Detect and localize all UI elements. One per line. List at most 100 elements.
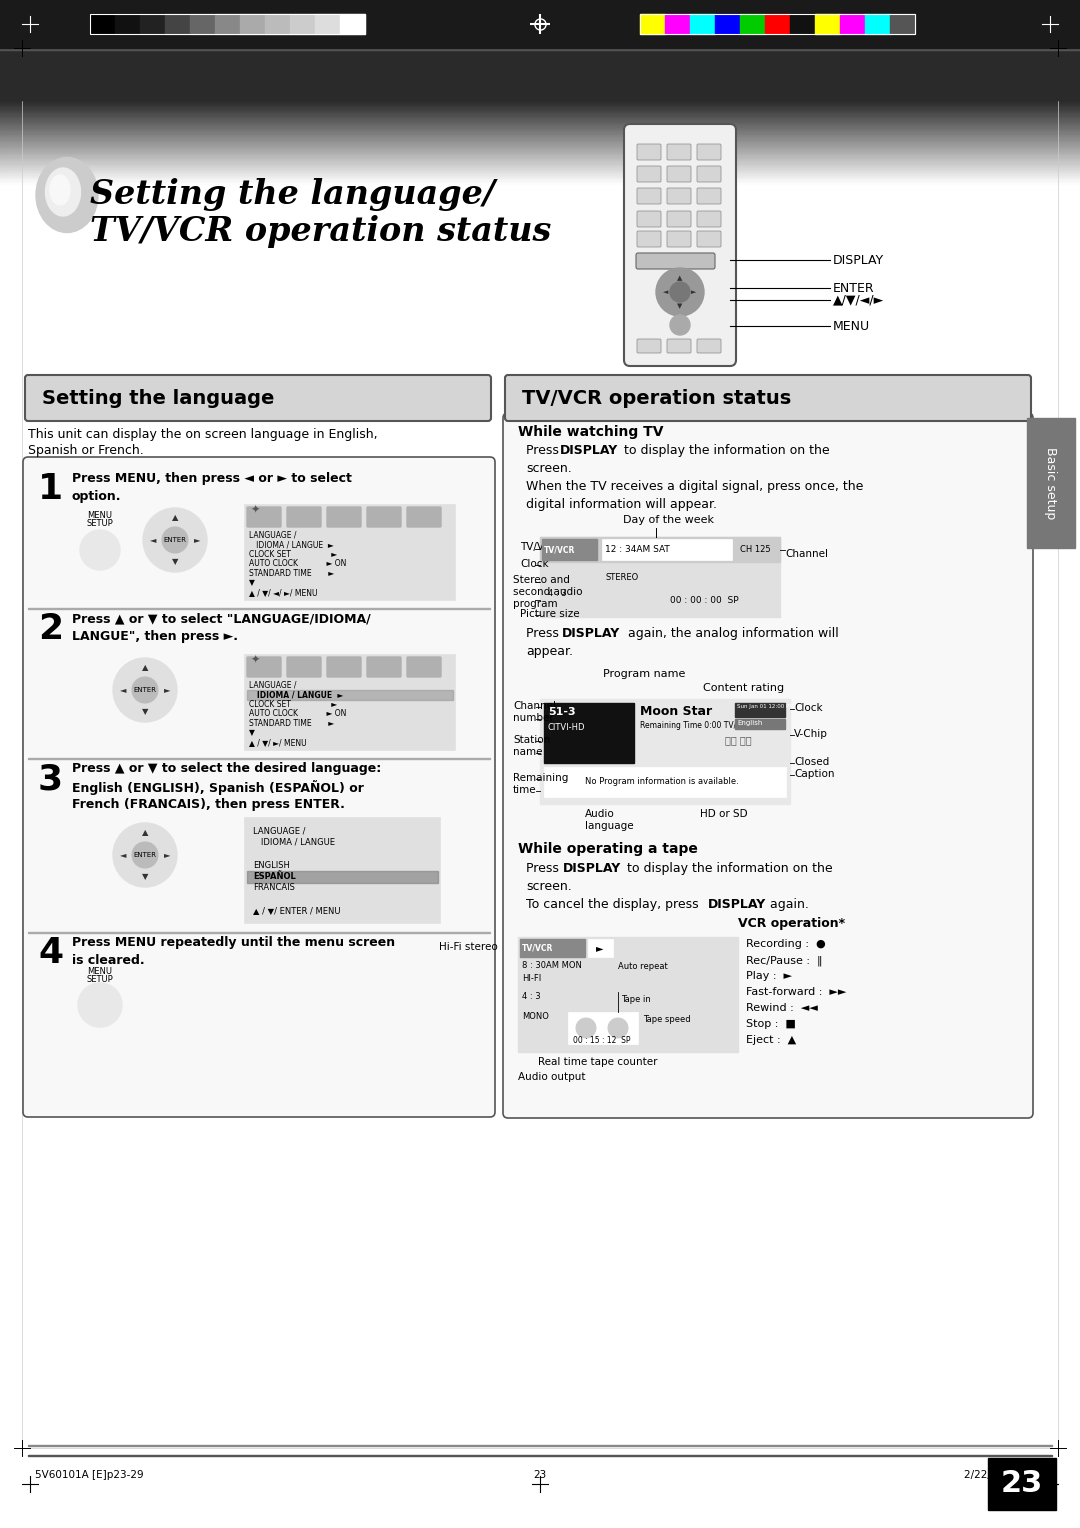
Text: CH 125: CH 125 [740, 545, 771, 555]
Text: language: language [585, 821, 634, 831]
Text: to display the information on the: to display the information on the [620, 445, 829, 457]
Text: Closed: Closed [794, 756, 829, 767]
Bar [340, 14, 365, 34]
Bar [988, 1458, 1056, 1510]
Text: ✦: ✦ [251, 504, 260, 515]
Text: Auto repeat: Auto repeat [618, 963, 667, 970]
Text: Channel: Channel [785, 549, 828, 559]
FancyBboxPatch shape [697, 167, 721, 182]
Text: Setting the language/: Setting the language/ [90, 177, 495, 211]
Bar [165, 14, 190, 34]
Bar [315, 14, 340, 34]
Text: Eject :  ▲: Eject : ▲ [746, 1034, 796, 1045]
FancyBboxPatch shape [327, 507, 361, 527]
Text: Remaining: Remaining [513, 773, 568, 782]
Bar [540, 698, 789, 804]
Text: English: English [737, 720, 762, 726]
Text: CLOCK SET                 ►: CLOCK SET ► [249, 700, 337, 709]
Text: DISPLAY: DISPLAY [562, 626, 620, 640]
Bar [640, 14, 915, 34]
Bar [0, 0, 1080, 47]
Text: ◄: ◄ [663, 289, 669, 295]
Text: ►: ► [691, 289, 697, 295]
Ellipse shape [45, 168, 81, 215]
Text: Stereo and: Stereo and [513, 575, 570, 585]
Text: again, the analog information will: again, the analog information will [624, 626, 839, 640]
Text: Clock: Clock [794, 703, 823, 714]
Text: AUTO CLOCK            ► ON: AUTO CLOCK ► ON [249, 709, 347, 718]
Text: DISPLAY: DISPLAY [833, 254, 885, 266]
Text: IDIOMA / LANGUE  ►: IDIOMA / LANGUE ► [249, 541, 334, 550]
Circle shape [162, 527, 188, 553]
Text: Press MENU repeatedly until the menu screen: Press MENU repeatedly until the menu scr… [72, 937, 395, 949]
Text: TV/VCR: TV/VCR [519, 542, 558, 552]
Text: ►: ► [596, 943, 604, 953]
Text: When the TV receives a digital signal, press once, the: When the TV receives a digital signal, p… [526, 480, 863, 494]
Text: Play :  ►: Play : ► [746, 970, 792, 981]
FancyBboxPatch shape [407, 507, 441, 527]
Text: SETUP: SETUP [86, 520, 113, 529]
Text: FRANCAIS: FRANCAIS [253, 883, 295, 892]
Text: ▼: ▼ [141, 707, 148, 717]
Bar [690, 14, 715, 34]
Bar [247, 689, 453, 700]
Text: LANGUAGE /: LANGUAGE / [253, 827, 306, 834]
Bar [715, 14, 740, 34]
Bar [540, 536, 780, 562]
FancyBboxPatch shape [327, 657, 361, 677]
FancyBboxPatch shape [367, 507, 401, 527]
Text: Sun Jan 01 12:00 PM: Sun Jan 01 12:00 PM [737, 704, 794, 709]
FancyBboxPatch shape [367, 657, 401, 677]
Bar [291, 14, 315, 34]
Text: ◄: ◄ [150, 535, 157, 544]
Text: French (FRANCAIS), then press ENTER.: French (FRANCAIS), then press ENTER. [72, 798, 345, 811]
Bar [640, 14, 665, 34]
Text: TV/VCR operation status: TV/VCR operation status [90, 215, 551, 248]
FancyBboxPatch shape [247, 507, 281, 527]
Text: again.: again. [766, 898, 809, 911]
FancyBboxPatch shape [697, 144, 721, 160]
Text: Audio: Audio [585, 808, 615, 819]
Text: 12 : 34AM SAT: 12 : 34AM SAT [605, 545, 670, 555]
Text: ►: ► [164, 851, 171, 859]
Text: V-Chip: V-Chip [794, 729, 828, 740]
FancyBboxPatch shape [407, 657, 441, 677]
Text: Moon Star: Moon Star [640, 704, 712, 718]
Text: ▲/▼/◄/►: ▲/▼/◄/► [833, 293, 885, 307]
Bar [114, 14, 140, 34]
Text: Channel: Channel [513, 701, 556, 711]
Text: 1: 1 [38, 472, 63, 506]
Text: Stop :  ■: Stop : ■ [746, 1019, 796, 1028]
Circle shape [113, 824, 177, 886]
Text: Station: Station [513, 735, 550, 746]
Text: program: program [513, 599, 557, 610]
Text: CITVI-HD: CITVI-HD [548, 723, 585, 732]
Bar [0, 47, 1080, 50]
Text: MENU: MENU [87, 967, 112, 976]
Text: screen.: screen. [526, 461, 571, 475]
Text: ENTER: ENTER [833, 281, 875, 295]
Text: DISPLAY: DISPLAY [708, 898, 766, 911]
FancyBboxPatch shape [697, 211, 721, 228]
Bar [665, 14, 690, 34]
Text: 4 : 3: 4 : 3 [548, 588, 567, 597]
Bar [519, 940, 585, 957]
Bar [90, 14, 114, 34]
Text: Picture size: Picture size [519, 610, 580, 619]
Text: This unit can display the on screen language in English,: This unit can display the on screen lang… [28, 428, 378, 442]
Bar [588, 940, 613, 957]
FancyBboxPatch shape [697, 188, 721, 205]
Text: TV/VCR operation status: TV/VCR operation status [522, 388, 792, 408]
Circle shape [78, 983, 122, 1027]
Bar [1027, 419, 1075, 549]
Bar [518, 937, 738, 1051]
Text: DISPLAY: DISPLAY [563, 862, 621, 876]
FancyBboxPatch shape [23, 457, 495, 1117]
Text: ►: ► [193, 535, 200, 544]
Text: LANGUAGE /: LANGUAGE / [249, 532, 297, 539]
Text: HI-FI: HI-FI [522, 973, 541, 983]
FancyBboxPatch shape [697, 339, 721, 353]
Text: Audio output: Audio output [518, 1073, 585, 1082]
Text: is cleared.: is cleared. [72, 953, 145, 967]
Text: MONO: MONO [522, 1012, 549, 1021]
